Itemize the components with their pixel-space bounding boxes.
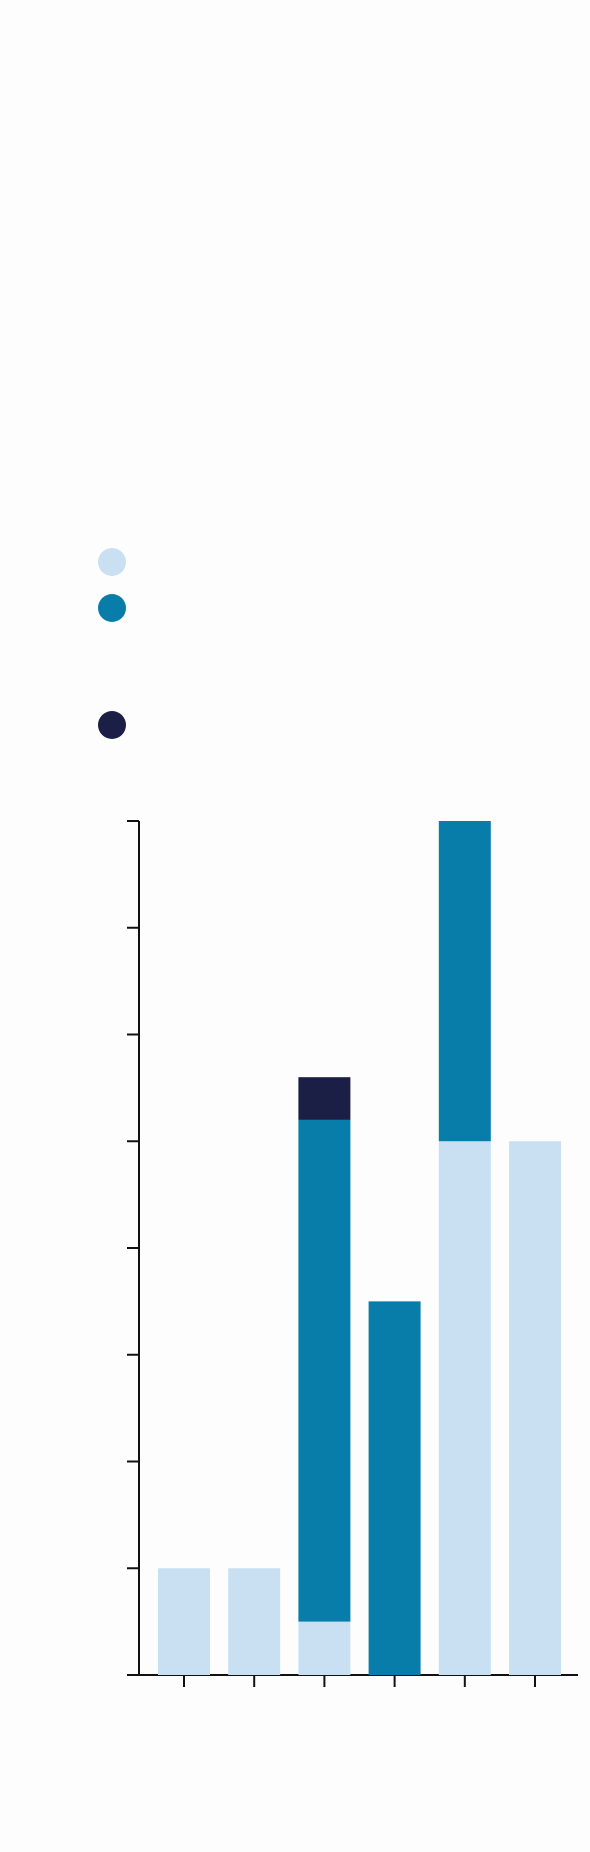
bar-segment	[368, 1301, 421, 1675]
bar-segment	[298, 1119, 351, 1622]
legend-marker	[98, 711, 126, 739]
legend-marker	[98, 548, 126, 576]
bar-segment	[228, 1568, 281, 1675]
bar-segment	[438, 1141, 491, 1675]
bar-segment	[298, 1077, 351, 1120]
bar-segment	[158, 1568, 210, 1675]
bar-segment	[298, 1621, 351, 1675]
bar-segment	[438, 821, 491, 1142]
bar-segment	[509, 1141, 561, 1675]
legend-marker	[98, 594, 126, 622]
